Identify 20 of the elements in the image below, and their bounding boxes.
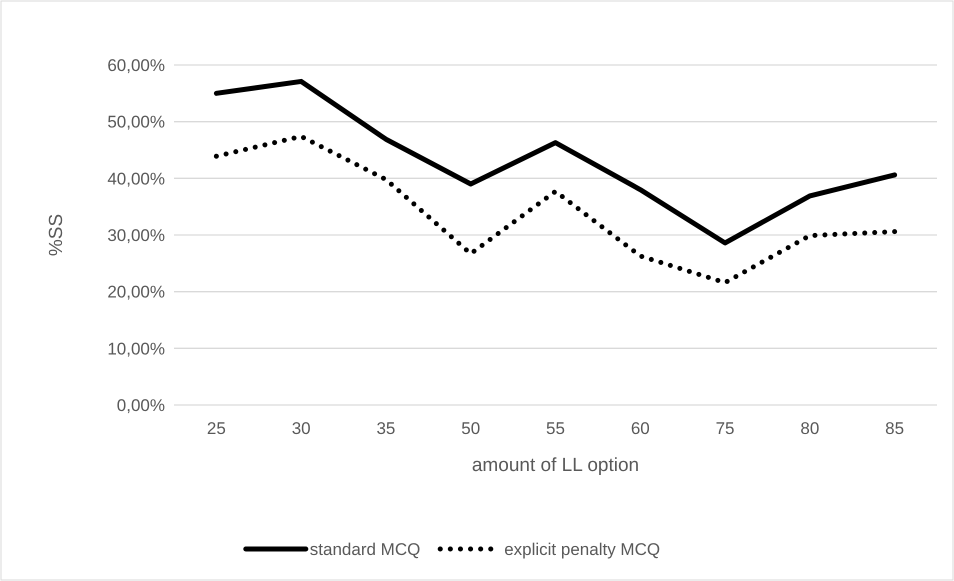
x-tick-label: 60 — [630, 419, 650, 438]
legend-label: explicit penalty MCQ — [504, 540, 660, 559]
y-tick-label: 40,00% — [107, 169, 165, 188]
y-tick-label: 20,00% — [107, 282, 165, 302]
x-tick-label: 35 — [376, 419, 396, 438]
x-tick-label: 50 — [461, 419, 480, 438]
y-tick-label: 60,00% — [107, 56, 165, 75]
x-axis-title: amount of LL option — [472, 455, 640, 476]
legend-label: standard MCQ — [310, 540, 420, 559]
x-tick-label: 75 — [716, 419, 735, 438]
x-tick-label: 25 — [206, 419, 226, 438]
x-tick-label: 85 — [885, 419, 904, 438]
y-axis-title: %SS — [46, 214, 67, 256]
x-tick-label: 55 — [546, 419, 565, 438]
y-tick-label: 50,00% — [107, 112, 165, 132]
y-tick-label: 30,00% — [107, 226, 165, 245]
y-tick-label: 0,00% — [116, 396, 165, 415]
x-tick-label: 30 — [292, 419, 311, 438]
y-tick-label: 10,00% — [107, 339, 165, 358]
x-tick-label: 80 — [800, 419, 820, 438]
